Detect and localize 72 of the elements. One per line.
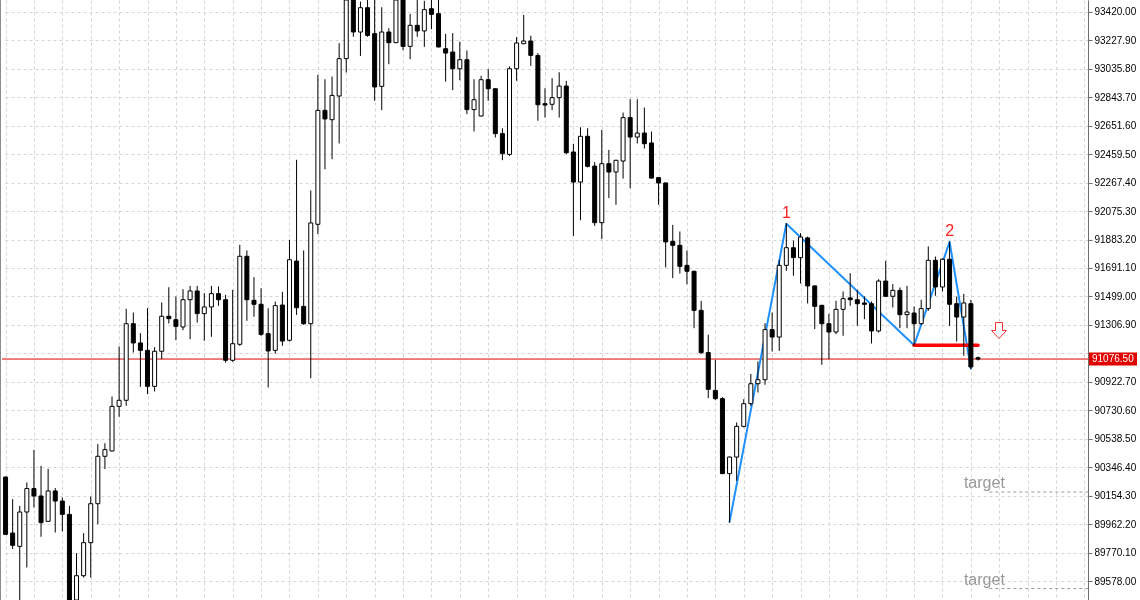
y-tick-label: 91883.20 xyxy=(1094,234,1137,246)
y-tick-label: 92459.50 xyxy=(1094,148,1137,160)
y-tick-label: 92267.40 xyxy=(1094,177,1137,189)
annotation: 2 xyxy=(945,221,955,239)
candlestick xyxy=(137,333,143,387)
y-tick-label: 90730.60 xyxy=(1094,404,1137,416)
y-tick-label: 93227.90 xyxy=(1094,34,1137,46)
candlestick xyxy=(798,233,804,284)
candlestick xyxy=(24,482,30,568)
y-tick-label: 92075.30 xyxy=(1094,205,1137,217)
candlestick xyxy=(819,304,825,365)
candlestick xyxy=(215,286,221,306)
candlestick xyxy=(59,497,65,532)
candlestick xyxy=(428,0,434,30)
candlestick xyxy=(208,285,214,337)
candlestick xyxy=(528,35,534,66)
candlestick xyxy=(166,287,172,324)
candlestick xyxy=(414,0,420,37)
candlestick xyxy=(265,308,271,388)
candlestick xyxy=(883,260,889,297)
candlestick xyxy=(52,488,58,533)
y-tick-label: 90538.50 xyxy=(1094,433,1137,445)
candlestick xyxy=(457,41,463,81)
y-tick-label: 91691.10 xyxy=(1094,262,1137,274)
candlestick xyxy=(783,223,789,271)
candlestick xyxy=(670,224,676,279)
candlestick xyxy=(443,33,449,82)
candlestick xyxy=(301,250,307,325)
y-tick-label: 91306.90 xyxy=(1094,319,1137,331)
y-tick-label: 92843.70 xyxy=(1094,91,1137,103)
y-tick-label: 90154.30 xyxy=(1094,490,1137,502)
candlestick xyxy=(727,456,733,523)
candlestick xyxy=(194,285,200,323)
y-tick-label: 90346.40 xyxy=(1094,461,1137,473)
candlestick xyxy=(954,296,960,342)
candlestick xyxy=(450,33,456,91)
candlestick xyxy=(230,289,236,362)
y-tick-label: 90922.70 xyxy=(1094,376,1137,388)
candlestick xyxy=(961,293,967,356)
annotation: 1 xyxy=(781,203,791,221)
candlestick xyxy=(556,72,562,118)
candlestick xyxy=(627,99,633,189)
y-tick-label: 89578.00 xyxy=(1094,575,1137,587)
candlestick xyxy=(634,99,640,144)
candlestick xyxy=(485,69,491,101)
candlestick xyxy=(201,293,207,341)
candlestick xyxy=(741,399,747,428)
y-tick-label: 92651.60 xyxy=(1094,120,1137,132)
candlestick xyxy=(499,128,505,161)
ref-line-label: target xyxy=(963,474,1006,491)
candlestick xyxy=(521,14,527,45)
candlestick xyxy=(712,359,718,401)
candlestick xyxy=(812,285,818,330)
candlestick xyxy=(790,240,796,276)
candlestick xyxy=(656,177,662,205)
candlestick xyxy=(130,312,136,353)
y-tick-label: 89770.10 xyxy=(1094,547,1137,559)
candlestick xyxy=(10,499,16,550)
ref-line-label: 91076.50 xyxy=(1092,353,1135,365)
candlestick xyxy=(847,273,853,306)
candlestick xyxy=(890,284,896,308)
candlestick xyxy=(748,373,754,406)
y-tick-label: 91499.00 xyxy=(1094,290,1137,302)
candlestick xyxy=(854,289,860,326)
y-tick-label: 89962.20 xyxy=(1094,518,1137,530)
candlestick xyxy=(386,28,392,65)
candlestick xyxy=(918,299,924,325)
candlestick xyxy=(861,296,867,320)
ref-line-label: target xyxy=(963,570,1006,588)
candlestick xyxy=(641,107,647,149)
y-tick-label: 93035.80 xyxy=(1094,63,1137,75)
y-tick-label: 93420.00 xyxy=(1094,6,1137,18)
